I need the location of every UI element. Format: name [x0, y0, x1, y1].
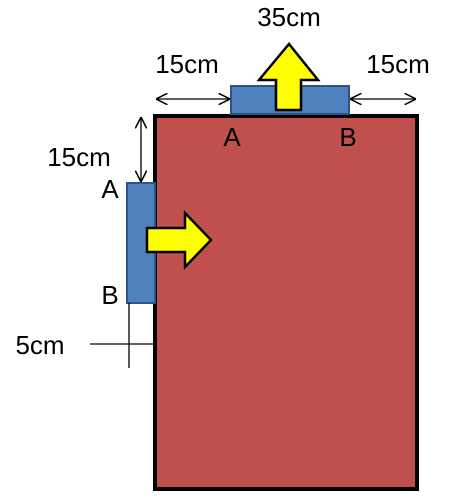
label-side-top-gap: 15cm	[47, 142, 111, 172]
label-side-end-b: B	[101, 280, 118, 310]
right-arrow-icon	[145, 209, 213, 271]
label-top-end-b: B	[339, 122, 356, 152]
label-top-length: 35cm	[257, 2, 321, 32]
label-top-left-gap: 15cm	[155, 49, 219, 79]
main-plate	[153, 114, 419, 491]
label-top-end-a: A	[223, 122, 241, 152]
label-top-right-gap: 15cm	[366, 49, 430, 79]
up-arrow-icon	[256, 42, 321, 112]
label-side-bottom-gap: 5cm	[15, 330, 64, 360]
label-side-end-a: A	[101, 174, 119, 204]
